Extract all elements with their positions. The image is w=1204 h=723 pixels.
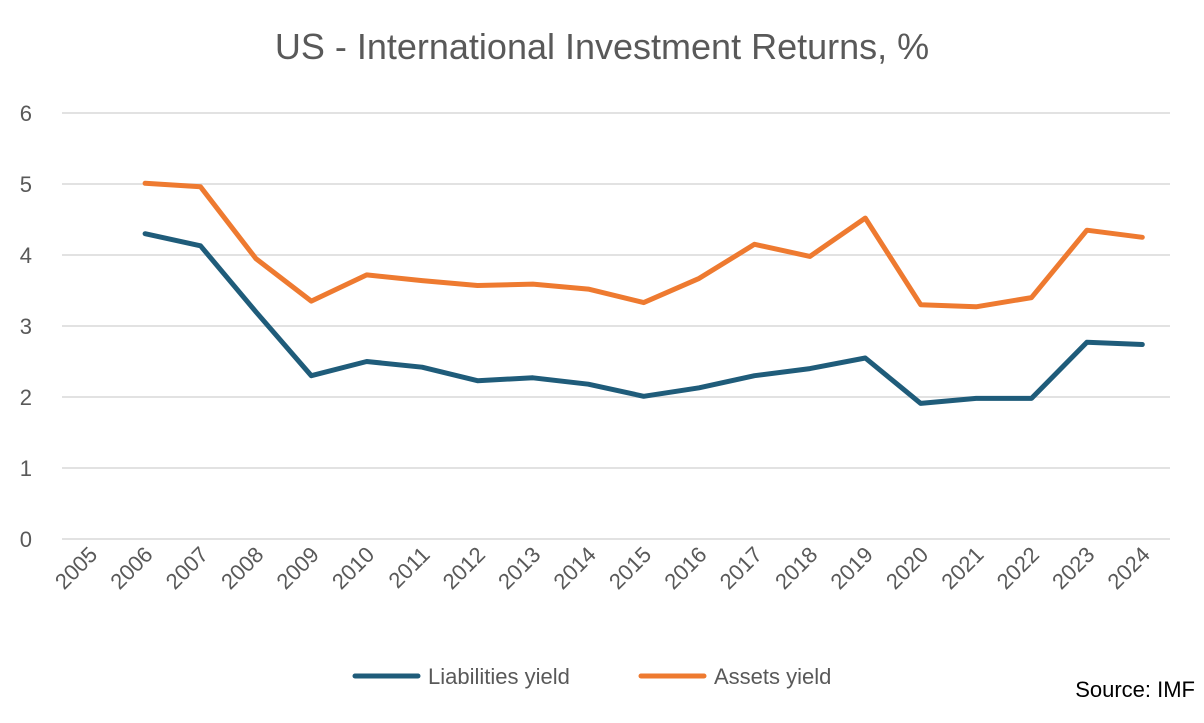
x-tick-label: 2015 — [604, 542, 656, 594]
x-tick-label: 2009 — [272, 542, 324, 594]
x-tick-label: 2018 — [770, 542, 822, 594]
y-tick-label: 3 — [20, 314, 32, 339]
y-tick-label: 2 — [20, 385, 32, 410]
legend-label: Liabilities yield — [428, 664, 570, 689]
x-tick-label: 2024 — [1103, 542, 1155, 594]
y-tick-label: 6 — [20, 101, 32, 126]
series-line-liabilities-yield — [142, 231, 1145, 406]
y-tick-label: 1 — [20, 456, 32, 481]
y-tick-label: 4 — [20, 243, 32, 268]
x-tick-label: 2007 — [161, 542, 213, 594]
x-tick-label: 2021 — [936, 542, 988, 594]
x-tick-label: 2013 — [493, 542, 545, 594]
x-tick-label: 2017 — [715, 542, 767, 594]
x-tick-label: 2005 — [50, 542, 102, 594]
x-tick-label: 2016 — [659, 542, 711, 594]
source-annotation: Source: IMF — [1075, 677, 1195, 702]
x-tick-label: 2010 — [327, 542, 379, 594]
x-tick-label: 2008 — [216, 542, 268, 594]
y-tick-label: 0 — [20, 527, 32, 552]
x-tick-label: 2023 — [1047, 542, 1099, 594]
x-axis-ticks: 2005 2006 2007 2008 2009 2010 2011 2012 2013 2014… — [50, 542, 1155, 594]
x-tick-label: 2006 — [105, 542, 157, 594]
x-tick-label: 2011 — [384, 542, 435, 593]
y-axis-ticks: 0 1 2 3 4 5 6 — [20, 101, 32, 552]
x-tick-label: 2019 — [826, 542, 878, 594]
gridlines — [62, 112, 1170, 540]
series-lines — [142, 180, 1145, 406]
y-tick-label: 5 — [20, 172, 32, 197]
legend-label: Assets yield — [714, 664, 831, 689]
legend: Liabilities yield Assets yield — [352, 664, 831, 689]
chart-title: US - International Investment Returns, % — [275, 26, 929, 67]
x-tick-label: 2014 — [549, 542, 601, 594]
x-tick-label: 2022 — [992, 542, 1044, 594]
x-tick-label: 2020 — [881, 542, 933, 594]
series-line-assets-yield — [142, 180, 1145, 310]
x-tick-label: 2012 — [438, 542, 490, 594]
